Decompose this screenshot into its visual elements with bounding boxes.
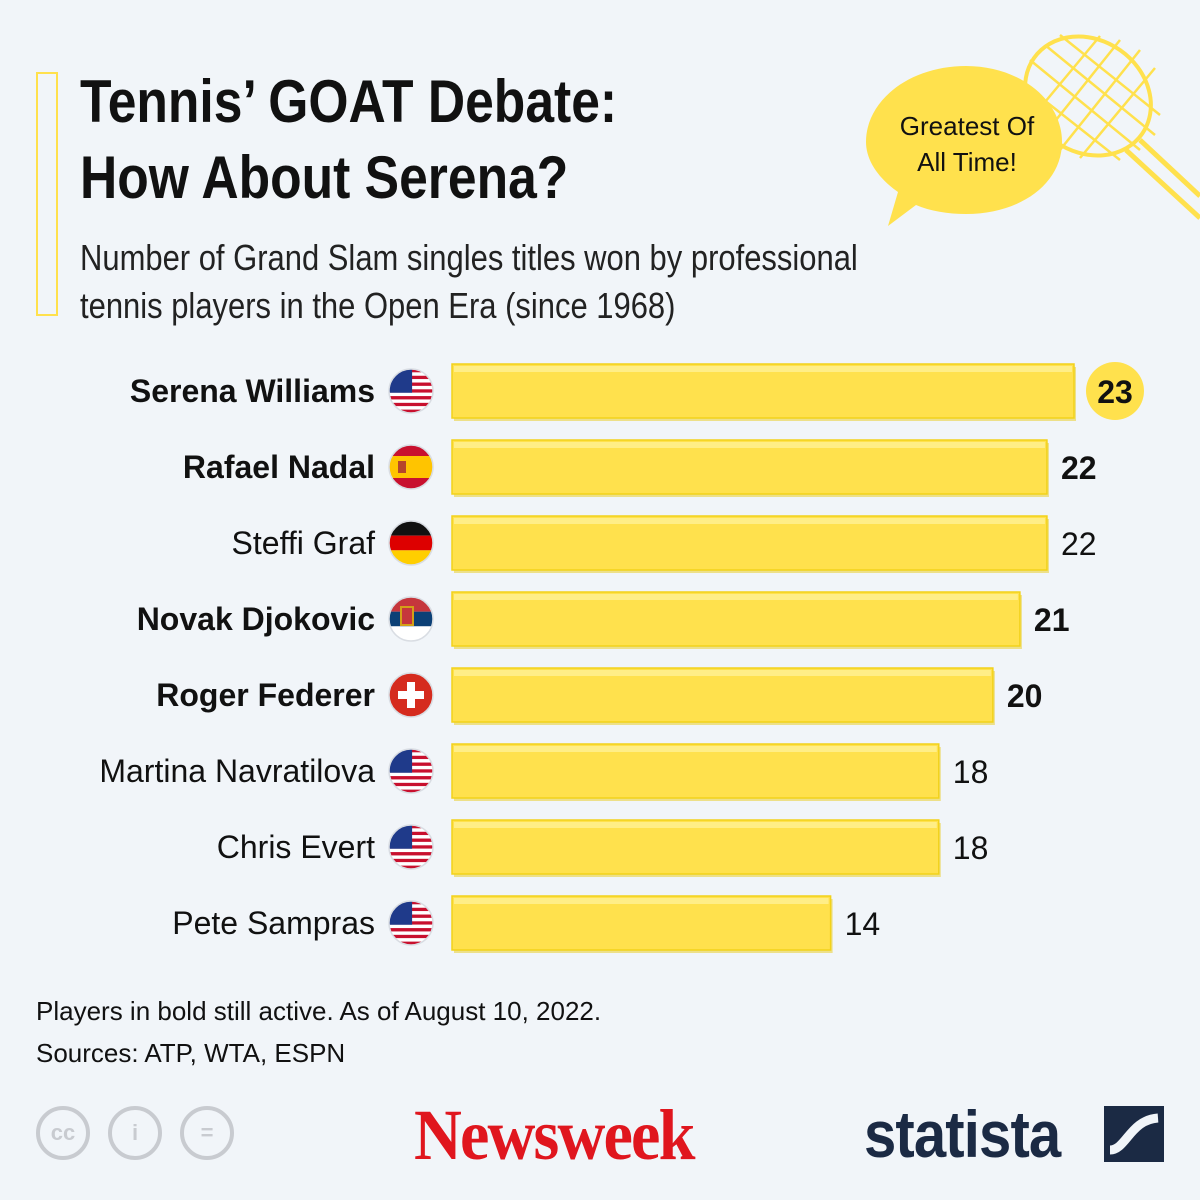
bar-highlight bbox=[454, 746, 937, 752]
category-label: Martina Navratilova bbox=[99, 753, 375, 789]
value-label: 23 bbox=[1097, 374, 1133, 410]
bar bbox=[451, 895, 832, 951]
accent-bar bbox=[36, 72, 58, 316]
us-flag-icon bbox=[388, 748, 434, 794]
footnote: Players in bold still active. As of Augu… bbox=[36, 990, 601, 1074]
bar-highlight bbox=[454, 670, 991, 676]
bubble-text: Greatest Of All Time! bbox=[872, 108, 1062, 180]
title-line-1: Tennis’ GOAT Debate: bbox=[80, 68, 618, 135]
value-label: 22 bbox=[1061, 526, 1097, 562]
category-label: Pete Sampras bbox=[172, 905, 375, 941]
bar-row: Steffi Graf 22 bbox=[232, 515, 1097, 573]
us-flag-icon bbox=[388, 900, 434, 946]
us-flag-icon bbox=[388, 368, 434, 414]
value-label: 20 bbox=[1007, 678, 1043, 714]
subtitle: Number of Grand Slam singles titles won … bbox=[80, 234, 940, 330]
bar-row: Novak Djokovic 21 bbox=[137, 591, 1070, 649]
bar bbox=[451, 591, 1021, 647]
bar bbox=[451, 439, 1048, 495]
footnote-sources: Sources: ATP, WTA, ESPN bbox=[36, 1038, 346, 1068]
footnote-note: Players in bold still active. As of Augu… bbox=[36, 996, 602, 1026]
statista-logo-text: statista bbox=[864, 1097, 1061, 1171]
germany-flag-icon bbox=[388, 520, 434, 566]
bar-row: Martina Navratilova 18 bbox=[99, 743, 989, 801]
us-flag-icon bbox=[388, 824, 434, 870]
bar-highlight bbox=[454, 822, 937, 828]
spain-flag-icon bbox=[388, 444, 434, 490]
bar-highlight bbox=[454, 898, 829, 904]
bar bbox=[451, 515, 1048, 571]
value-label: 21 bbox=[1034, 602, 1070, 638]
category-label: Chris Evert bbox=[217, 829, 375, 865]
title-line-2: How About Serena? bbox=[80, 144, 569, 211]
category-label: Novak Djokovic bbox=[137, 601, 375, 637]
bar-row: Rafael Nadal 22 bbox=[183, 439, 1097, 497]
bar bbox=[451, 363, 1075, 419]
newsweek-logo: Newsweek bbox=[414, 1095, 695, 1175]
cc-icon: cc bbox=[36, 1106, 90, 1160]
bar-highlight bbox=[454, 594, 1018, 600]
subtitle-line-2: tennis players in the Open Era (since 19… bbox=[80, 285, 676, 326]
bar-row: Roger Federer 20 bbox=[156, 667, 1043, 725]
subtitle-line-1: Number of Grand Slam singles titles won … bbox=[80, 237, 858, 278]
value-label: 18 bbox=[953, 754, 989, 790]
value-label: 22 bbox=[1061, 450, 1097, 486]
category-label: Roger Federer bbox=[156, 677, 375, 713]
bar bbox=[451, 819, 940, 875]
bubble-line-1: Greatest Of bbox=[899, 111, 1035, 141]
category-label: Serena Williams bbox=[130, 373, 375, 409]
value-label: 14 bbox=[845, 906, 881, 942]
bubble-line-2: All Time! bbox=[917, 147, 1017, 177]
value-badge bbox=[1086, 362, 1144, 420]
bar-highlight bbox=[454, 366, 1072, 372]
switzerland-flag-icon bbox=[388, 672, 434, 718]
bar bbox=[451, 667, 994, 723]
bar bbox=[451, 743, 940, 799]
statista-mark-icon bbox=[1104, 1106, 1164, 1162]
value-label: 18 bbox=[953, 830, 989, 866]
page-title: Tennis’ GOAT Debate: How About Serena? bbox=[80, 64, 734, 216]
bar-highlight bbox=[454, 442, 1045, 448]
attribution-icon: i bbox=[108, 1106, 162, 1160]
bar-highlight bbox=[454, 518, 1045, 524]
category-label: Rafael Nadal bbox=[183, 449, 375, 485]
bar-row: Pete Sampras 14 bbox=[172, 895, 881, 953]
category-label: Steffi Graf bbox=[232, 525, 376, 561]
bar-row: Serena Williams 23 bbox=[130, 362, 1144, 421]
serbia-flag-icon bbox=[388, 596, 434, 642]
no-derivatives-icon: = bbox=[180, 1106, 234, 1160]
bar-row: Chris Evert 18 bbox=[217, 819, 989, 877]
